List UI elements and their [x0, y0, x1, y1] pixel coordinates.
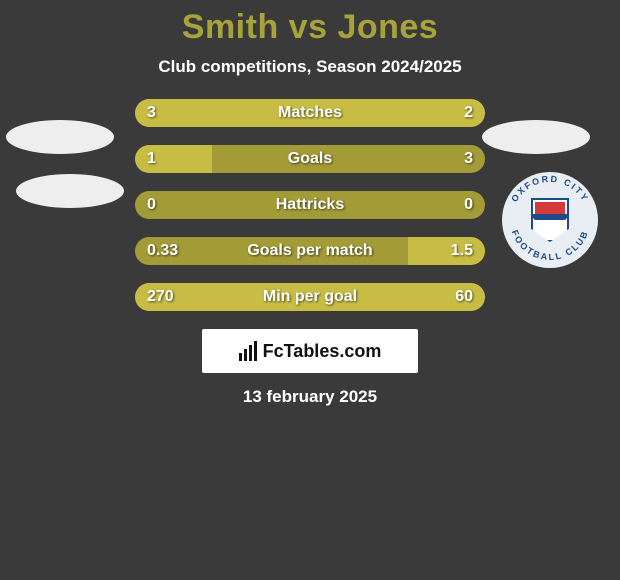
date-label: 13 february 2025	[0, 387, 620, 407]
stat-row: 1Goals3	[135, 145, 485, 173]
team-right-badge-1	[482, 120, 590, 154]
stat-row: 3Matches2	[135, 99, 485, 127]
team-left-badge-2	[16, 174, 124, 208]
stat-row: 270Min per goal60	[135, 283, 485, 311]
logo-bars-icon	[239, 341, 257, 361]
stat-value-right: 3	[464, 145, 473, 173]
title-vs: vs	[289, 8, 328, 46]
stat-row: 0.33Goals per match1.5	[135, 237, 485, 265]
stat-label: Goals	[135, 145, 485, 173]
stat-value-right: 2	[464, 99, 473, 127]
stat-label: Matches	[135, 99, 485, 127]
source-logo: FcTables.com	[202, 329, 418, 373]
stat-row: 0Hattricks0	[135, 191, 485, 219]
stat-label: Hattricks	[135, 191, 485, 219]
stat-value-right: 0	[464, 191, 473, 219]
team-left-badge-1	[6, 120, 114, 154]
logo-text: FcTables.com	[263, 341, 382, 362]
stat-label: Min per goal	[135, 283, 485, 311]
subtitle: Club competitions, Season 2024/2025	[0, 57, 620, 77]
page-title: Smith vs Jones	[0, 8, 620, 47]
title-player-left: Smith	[182, 8, 279, 46]
stat-value-right: 60	[455, 283, 473, 311]
stat-value-right: 1.5	[451, 237, 473, 265]
comparison-bars: 3Matches21Goals30Hattricks00.33Goals per…	[135, 99, 485, 311]
team-right-crest: OXFORD CITY FOOTBALL CLUB	[502, 172, 598, 268]
title-player-right: Jones	[337, 8, 438, 46]
stat-label: Goals per match	[135, 237, 485, 265]
